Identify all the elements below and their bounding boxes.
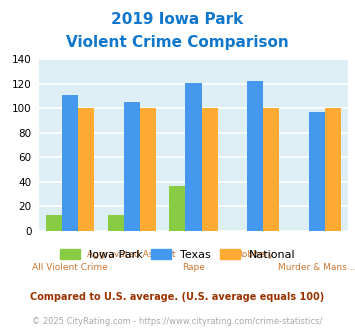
Bar xyxy=(78,109,94,231)
Legend: Iowa Park, Texas, National: Iowa Park, Texas, National xyxy=(60,249,295,260)
Bar xyxy=(124,102,140,231)
Bar xyxy=(169,186,185,231)
Bar xyxy=(263,109,279,231)
Bar xyxy=(46,215,62,231)
Text: Aggravated Assault: Aggravated Assault xyxy=(87,250,176,259)
Bar xyxy=(202,109,218,231)
Bar xyxy=(185,83,202,231)
Text: Murder & Mans...: Murder & Mans... xyxy=(278,263,355,272)
Text: Compared to U.S. average. (U.S. average equals 100): Compared to U.S. average. (U.S. average … xyxy=(31,292,324,302)
Text: 2019 Iowa Park: 2019 Iowa Park xyxy=(111,12,244,26)
Bar xyxy=(309,112,325,231)
Bar xyxy=(247,82,263,231)
Bar xyxy=(62,95,78,231)
Text: Violent Crime Comparison: Violent Crime Comparison xyxy=(66,35,289,50)
Bar xyxy=(325,109,341,231)
Text: All Violent Crime: All Violent Crime xyxy=(32,263,108,272)
Text: © 2025 CityRating.com - https://www.cityrating.com/crime-statistics/: © 2025 CityRating.com - https://www.city… xyxy=(32,317,323,326)
Bar xyxy=(140,109,156,231)
Text: Robbery: Robbery xyxy=(236,250,274,259)
Text: Rape: Rape xyxy=(182,263,205,272)
Bar xyxy=(108,215,124,231)
